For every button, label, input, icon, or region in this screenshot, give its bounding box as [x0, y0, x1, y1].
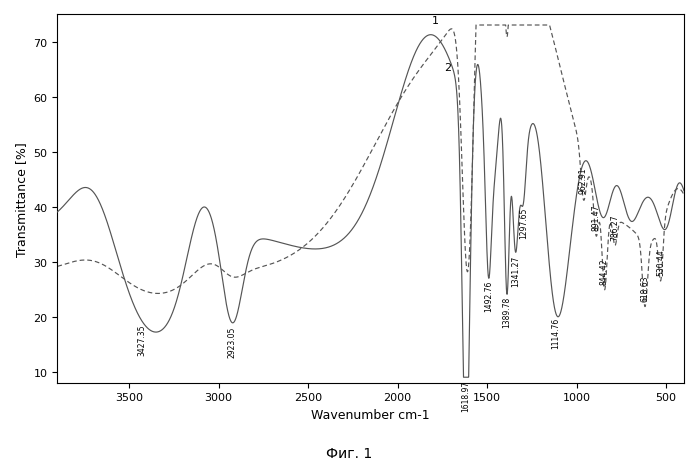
- X-axis label: Wavenumber cm-1: Wavenumber cm-1: [311, 408, 430, 421]
- Text: 1618.97: 1618.97: [461, 380, 470, 411]
- Text: 1341.27: 1341.27: [511, 255, 520, 286]
- Text: 786.27: 786.27: [610, 214, 619, 241]
- Text: 844.42: 844.42: [600, 258, 609, 285]
- Text: 1297.65: 1297.65: [519, 207, 528, 239]
- Text: 2923.05: 2923.05: [228, 326, 237, 357]
- Text: Фиг. 1: Фиг. 1: [326, 446, 373, 459]
- Text: 618.63: 618.63: [640, 275, 649, 302]
- Text: 1492.76: 1492.76: [484, 280, 493, 311]
- Text: 891.47: 891.47: [591, 204, 600, 230]
- Text: 1389.78: 1389.78: [503, 297, 511, 328]
- Text: 1114.76: 1114.76: [552, 317, 561, 348]
- Text: 3427.35: 3427.35: [138, 324, 147, 356]
- Text: 1: 1: [432, 16, 439, 26]
- Text: 2: 2: [444, 62, 452, 73]
- Y-axis label: Transmittance [%]: Transmittance [%]: [15, 142, 28, 256]
- Text: 962.91: 962.91: [579, 168, 588, 194]
- Text: 530.44: 530.44: [656, 249, 665, 276]
